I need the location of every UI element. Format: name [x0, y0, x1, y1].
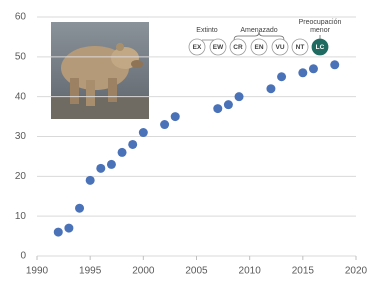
x-tick-label: 2020 [345, 266, 368, 277]
x-tick-label: 1990 [26, 266, 49, 277]
status-code: LC [316, 44, 325, 51]
x-tick-label: 2010 [239, 266, 262, 277]
y-tick-label: 10 [15, 211, 27, 222]
point [107, 160, 116, 169]
status-code: EW [213, 44, 224, 51]
point [330, 60, 339, 69]
x-tick-label: 2005 [185, 266, 208, 277]
point [309, 64, 318, 73]
y-tick-label: 40 [15, 91, 27, 102]
status-label: Preocupación [299, 19, 342, 26]
point [213, 104, 222, 113]
point [224, 100, 233, 109]
point [235, 92, 244, 101]
point [118, 148, 127, 157]
point [160, 120, 169, 129]
status-code: VU [275, 44, 284, 51]
point [54, 228, 63, 237]
point [277, 72, 286, 81]
status-label: Amenazado [240, 27, 277, 34]
y-tick-label: 20 [15, 171, 27, 182]
x-tick-label: 2000 [132, 266, 155, 277]
status-code: EX [193, 44, 202, 51]
point [96, 164, 105, 173]
point [171, 112, 180, 121]
status-label: menor [310, 27, 331, 34]
status-label: Extinto [196, 27, 218, 34]
status-code: CR [233, 44, 243, 51]
point [86, 176, 95, 185]
y-tick-label: 60 [15, 12, 27, 23]
point [139, 128, 148, 137]
point [128, 140, 137, 149]
point [298, 68, 307, 77]
bear-photo [51, 22, 149, 119]
point [266, 84, 275, 93]
y-tick-label: 30 [15, 131, 27, 142]
y-tick-label: 50 [15, 51, 27, 62]
chart: Extinto Amenazado Preocupación menor 0 10… [0, 0, 371, 283]
point [64, 224, 73, 233]
status-code: EN [254, 44, 263, 51]
y-tick-label: 0 [20, 251, 26, 262]
status-code: NT [296, 44, 305, 51]
point [75, 204, 84, 213]
x-tick-label: 1995 [79, 266, 102, 277]
x-tick-label: 2015 [292, 266, 315, 277]
